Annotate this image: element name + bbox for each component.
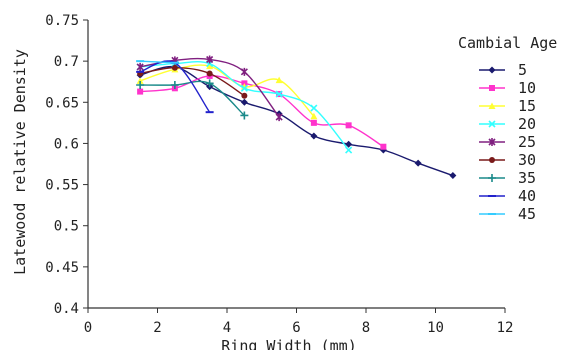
data-point-15: [206, 62, 214, 70]
data-point-20: [345, 146, 353, 154]
y-tick-label: 0.4: [54, 301, 79, 317]
legend-label-30: 30: [518, 151, 536, 169]
x-tick-label: 10: [427, 320, 444, 336]
data-point-25: [240, 67, 248, 76]
data-point-5: [414, 159, 422, 167]
data-point-25: [275, 113, 283, 122]
data-point-20: [310, 104, 318, 112]
legend-label-45: 45: [518, 205, 536, 223]
legend-item-35: 35: [479, 169, 536, 187]
data-point-5: [240, 98, 248, 106]
data-point-25: [206, 55, 214, 64]
legend-marker-15: [488, 102, 496, 109]
data-point-5: [345, 140, 353, 148]
legend-label-10: 10: [518, 79, 536, 97]
legend-item-45: 45: [479, 205, 536, 223]
data-point-30: [241, 92, 248, 99]
legend-marker-35: [488, 174, 496, 182]
x-tick-label: 2: [153, 320, 161, 336]
legend-marker-20: [488, 120, 496, 128]
data-point-30: [171, 64, 178, 71]
data-point-35: [205, 79, 214, 88]
x-axis-title: Ring Width (mm): [221, 337, 356, 350]
y-tick-label: 0.75: [45, 13, 79, 29]
y-tick-label: 0.45: [45, 260, 79, 276]
data-point-35: [170, 81, 179, 90]
y-tick-label: 0.55: [45, 178, 79, 194]
legend-title: Cambial Age: [458, 34, 557, 52]
data-point-25: [136, 62, 144, 71]
series-line-5: [139, 65, 454, 177]
x-tick-label: 6: [292, 320, 300, 336]
series-line-35: [140, 80, 245, 116]
legend-label-35: 35: [518, 169, 536, 187]
data-point-5: [310, 132, 318, 140]
data-point-35: [240, 111, 249, 120]
legend-marker-25: [488, 138, 496, 146]
y-tick-label: 0.5: [54, 219, 79, 235]
y-axis-title: Latewood relative Density: [11, 49, 29, 275]
legend-label-25: 25: [518, 133, 536, 151]
x-tick-label: 0: [84, 320, 92, 336]
x-axis-ticks: 0 2 4 6 8 10 12: [84, 308, 514, 336]
series-45: [136, 60, 179, 64]
plot-area: 0 2 4 6 8 10 12 0.4 0.45 0.5 0.55 0.6 0.65 0.7 0.75: [45, 13, 513, 336]
legend-label-20: 20: [518, 115, 536, 133]
legend-label-15: 15: [518, 97, 536, 115]
legend-item-30: 30: [479, 151, 536, 169]
series-35: [136, 79, 249, 120]
series-5: [136, 63, 457, 180]
y-tick-label: 0.65: [45, 95, 79, 111]
data-point-20: [240, 84, 248, 92]
data-point-15: [275, 76, 283, 84]
y-tick-label: 0.6: [54, 136, 79, 152]
legend-item-15: 15: [479, 97, 536, 115]
data-point-35: [136, 81, 145, 90]
data-point-10: [137, 88, 144, 95]
legend-marker-5: [488, 66, 496, 74]
data-point-5: [449, 172, 457, 180]
data-point-20: [275, 90, 283, 98]
series-line-30: [140, 67, 245, 97]
legend-label-40: 40: [518, 187, 536, 205]
y-axis-ticks: 0.4 0.45 0.5 0.55 0.6 0.65 0.7 0.75: [45, 13, 88, 317]
legend-item-20: 20: [479, 115, 536, 133]
x-tick-label: 4: [223, 320, 231, 336]
data-point-15: [136, 77, 144, 84]
series-layer: [136, 55, 457, 180]
legend-item-5: 5: [479, 61, 527, 79]
data-point-10: [380, 143, 387, 150]
x-tick-label: 8: [362, 320, 370, 336]
y-tick-label: 0.7: [54, 54, 79, 70]
series-line-15: [139, 64, 315, 117]
legend-marker-30: [489, 157, 495, 163]
legend-marker-10: [489, 85, 495, 91]
x-tick-label: 12: [497, 320, 514, 336]
legend-label-5: 5: [518, 61, 527, 79]
series-30: [137, 64, 248, 99]
series-15: [136, 62, 318, 120]
legend-item-40: 40: [479, 187, 536, 205]
data-point-15: [310, 112, 318, 120]
data-point-30: [206, 70, 213, 77]
legend-item-10: 10: [479, 79, 536, 97]
data-point-10: [310, 119, 317, 126]
legend-item-25: 25: [479, 133, 536, 151]
data-point-10: [345, 122, 352, 129]
